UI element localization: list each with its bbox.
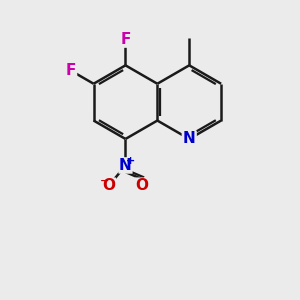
Text: −: −: [100, 176, 109, 186]
Text: O: O: [136, 178, 148, 193]
Text: O: O: [102, 178, 116, 193]
Text: +: +: [126, 156, 135, 166]
Text: F: F: [66, 63, 76, 78]
Text: F: F: [120, 32, 131, 47]
Text: N: N: [183, 131, 196, 146]
Text: N: N: [119, 158, 132, 173]
